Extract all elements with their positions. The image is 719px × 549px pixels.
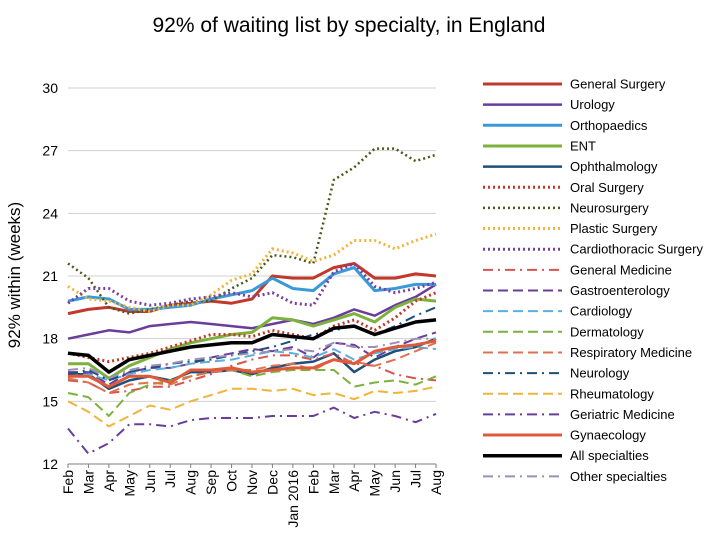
y-axis-ticks: 12 15 18 21 24 27 30: [42, 80, 58, 472]
y-axis-label: 92% within (weeks): [5, 202, 24, 348]
y-tick-label: 18: [42, 331, 58, 347]
series-line: [67, 341, 437, 394]
legend-label: Cardiology: [570, 304, 633, 319]
legend-label: Ophthalmology: [570, 159, 658, 174]
chart-title: 92% of waiting list by specialty, in Eng…: [153, 14, 546, 37]
legend-label: Orthopaedics: [570, 118, 648, 133]
grid-lines: [68, 87, 436, 402]
x-tick-label: Aug: [183, 470, 199, 495]
x-tick-label: Jun: [142, 470, 158, 493]
x-tick-label: Nov: [244, 470, 260, 495]
x-tick-label: Feb: [60, 470, 76, 494]
x-tick-label: May: [121, 470, 137, 496]
series-line: [67, 318, 437, 374]
series-line: [67, 346, 437, 382]
legend-label: Cardiothoracic Surgery: [570, 242, 703, 257]
legend-label: Other specialties: [570, 469, 667, 484]
y-tick-label: 15: [42, 393, 58, 409]
legend-label: Oral Surgery: [570, 180, 644, 195]
legend-label: Geriatric Medicine: [570, 407, 675, 422]
series-line: [68, 331, 437, 386]
series-line: [67, 385, 437, 428]
series-line: [67, 337, 436, 380]
series-line: [67, 352, 437, 394]
legend-label: Urology: [570, 97, 615, 112]
series-line: [67, 283, 437, 340]
series-line: [67, 291, 437, 364]
legend: General Surgery Urology Orthopaedics ENT Oph…: [483, 77, 703, 484]
x-tick-label: Feb: [305, 470, 321, 494]
y-tick-label: 30: [42, 80, 58, 96]
legend-label: Plastic Surgery: [570, 221, 658, 236]
x-tick-label: May: [367, 470, 383, 496]
series-line: [68, 337, 437, 391]
series-line: [67, 262, 437, 307]
x-tick-label: Apr: [101, 470, 117, 492]
series-line: [67, 369, 437, 417]
x-tick-label: Mar: [80, 470, 96, 494]
legend-label: Dermatology: [570, 324, 644, 339]
y-tick-label: 12: [42, 456, 58, 472]
y-tick-label: 21: [42, 268, 58, 284]
x-tick-label: Oct: [224, 470, 240, 492]
legend-label: Rheumatology: [570, 386, 654, 401]
legend-label: General Surgery: [570, 77, 666, 92]
y-tick-label: 27: [42, 143, 58, 159]
x-tick-label: Aug: [428, 470, 444, 495]
legend-label: Neurosurgery: [570, 200, 649, 215]
legend-label: All specialties: [570, 448, 649, 463]
legend-label: Neurology: [570, 366, 630, 381]
series-line: [67, 262, 437, 316]
x-tick-label: Apr: [346, 470, 362, 492]
series-line: [67, 266, 436, 311]
x-tick-label: Jun: [387, 470, 403, 493]
series-line: [68, 339, 437, 389]
series-line: [67, 406, 437, 455]
x-tick-label: Mar: [326, 470, 342, 494]
x-tick-label: Sep: [203, 470, 219, 495]
series-line: [68, 297, 437, 380]
legend-label: Respiratory Medicine: [570, 345, 692, 360]
legend-label: Gastroenterology: [570, 283, 670, 298]
x-tick-label: Jul: [408, 470, 424, 488]
series-line: [67, 232, 437, 313]
x-axis-ticks: Feb Mar Apr May Jun Jul Aug Sep Oct Nov Dec Jan 201…: [60, 464, 444, 528]
legend-label: ENT: [570, 138, 596, 153]
x-tick-label: Jan 2016: [285, 470, 301, 528]
series-lines: [67, 147, 437, 455]
x-tick-label: Jul: [162, 470, 178, 488]
legend-label: General Medicine: [570, 262, 672, 277]
x-tick-label: Dec: [264, 470, 280, 495]
y-tick-label: 24: [42, 205, 58, 221]
legend-label: Gynaecology: [570, 428, 646, 443]
